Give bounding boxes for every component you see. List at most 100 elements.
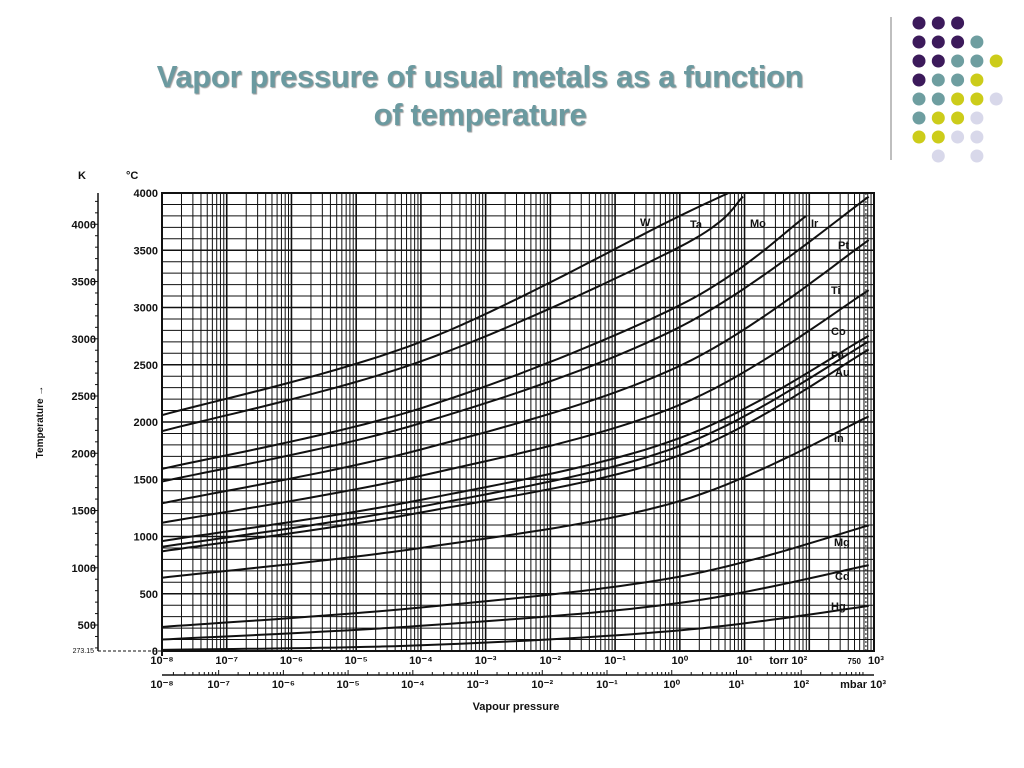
kelvin-unit-label: K <box>78 170 86 182</box>
series-label-ta: Ta <box>690 219 703 231</box>
decor-dot <box>931 149 945 163</box>
decor-dot <box>951 130 965 144</box>
torr-tick-label: 10³ <box>868 655 884 667</box>
decor-dot <box>931 111 945 125</box>
torr-tick-label: 10⁻³ <box>475 655 497 667</box>
decor-dot <box>989 92 1003 106</box>
slide-title: Vapor pressure of usual metals as a func… <box>60 58 900 134</box>
kelvin-tick-label: 4000 <box>72 219 96 231</box>
kelvin-tick-label: 1000 <box>72 563 96 575</box>
series-label-au: Au <box>835 367 850 379</box>
series-line-in <box>162 415 870 579</box>
decor-dot <box>951 92 965 106</box>
series-label-w: W <box>640 217 651 229</box>
decor-dot <box>970 92 984 106</box>
decor-dot <box>970 130 984 144</box>
decor-dot <box>951 16 965 30</box>
decor-dot <box>931 16 945 30</box>
decor-dot <box>951 73 965 87</box>
celsius-tick-label: 1500 <box>134 474 158 486</box>
mbar-tick-label: 10⁰ <box>663 679 680 691</box>
torr-tick-label: 10⁻⁷ <box>215 655 238 667</box>
series-line-w <box>162 193 732 417</box>
decor-dot <box>970 35 984 49</box>
torr-tick-label: 10⁻¹ <box>604 655 626 667</box>
chart-series <box>162 193 870 651</box>
series-line-ti <box>162 289 870 524</box>
mbar-tick-label: 10⁻³ <box>467 679 489 691</box>
dot-decoration <box>890 16 1003 163</box>
decor-dot <box>970 73 984 87</box>
series-line-pt <box>162 239 870 505</box>
mbar-tick-label: 10⁻¹ <box>596 679 618 691</box>
series-label-mg: Mg <box>834 537 850 549</box>
celsius-unit-label: °C <box>126 170 138 182</box>
mbar-tick-label: 10¹ <box>729 679 745 691</box>
series-label-cd: Cd <box>835 571 850 583</box>
kelvin-tick-label: 3000 <box>72 334 96 346</box>
celsius-tick-label: 3000 <box>134 303 158 315</box>
decor-dot <box>970 149 984 163</box>
series-line-cd <box>162 564 869 641</box>
mbar-tick-label: 10⁻⁴ <box>401 679 424 691</box>
celsius-tick-label: 2500 <box>134 360 158 372</box>
series-label-in: In <box>834 433 844 445</box>
series-label-hg: Hg <box>831 601 846 613</box>
series-label-ir: Ir <box>811 218 819 230</box>
mbar-tick-label: 10⁻² <box>531 679 553 691</box>
decor-dot <box>951 35 965 49</box>
decor-dot <box>970 54 984 68</box>
kelvin-tick-label: 2500 <box>72 391 96 403</box>
chart-labels: W Ta Mo Ir Pt Ti Co Fe Au In Mg Cd Hg <box>640 217 850 613</box>
chart-grid <box>161 192 875 652</box>
decor-dot <box>931 73 945 87</box>
kelvin-tick-label: 3500 <box>72 277 96 289</box>
mbar-tick-label: mbar 10³ <box>840 679 886 691</box>
decor-dot <box>970 111 984 125</box>
series-line-au <box>162 348 870 553</box>
decor-dot <box>931 54 945 68</box>
slide-title-line-1: Vapor pressure of usual metals as a func… <box>156 59 804 94</box>
torr-tick-label: 10⁰ <box>671 655 688 667</box>
kelvin-tick-label: 2000 <box>72 448 96 460</box>
mbar-tick-label: 10² <box>793 679 809 691</box>
chart-axes: 0 500 1000 1500 2000 2500 3000 3500 4000 °C 500 100… <box>35 170 886 713</box>
celsius-tick-label: 2000 <box>134 417 158 429</box>
decor-dot <box>951 54 965 68</box>
mbar-tick-label: 10⁻⁶ <box>272 679 295 691</box>
celsius-tick-label: 0 <box>152 646 158 658</box>
decor-dot <box>912 111 926 125</box>
torr-tick-label: 10¹ <box>737 655 753 667</box>
celsius-tick-label: 500 <box>140 589 158 601</box>
series-label-co: Co <box>831 326 846 338</box>
decor-dot <box>912 130 926 144</box>
torr-tick-label: torr 10² <box>769 655 807 667</box>
series-label-ti: Ti <box>831 285 841 297</box>
decor-dot <box>931 35 945 49</box>
celsius-tick-label: 3500 <box>134 245 158 257</box>
decor-dot <box>931 92 945 106</box>
decor-dot <box>912 35 926 49</box>
celsius-tick-label: 1000 <box>134 532 158 544</box>
series-line-ir <box>162 195 870 483</box>
torr-tick-label: 10⁻⁴ <box>409 655 432 667</box>
series-line-co <box>162 334 870 543</box>
x-axis-label: Vapour pressure <box>473 701 560 713</box>
series-label-pt: Pt <box>838 240 849 252</box>
slide-title-line-2: of temperature <box>373 97 587 132</box>
decor-dot <box>912 16 926 30</box>
torr-tick-label: 10⁻⁶ <box>280 655 303 667</box>
y-axis-label: Temperature → <box>35 386 46 459</box>
kelvin-tick-label: 1500 <box>72 506 96 518</box>
torr-tick-label: 10⁻⁸ <box>150 655 173 667</box>
kelvin-zero-label: 273.15 <box>73 648 95 655</box>
kelvin-tick-label: 500 <box>78 620 96 632</box>
decor-dot <box>989 54 1003 68</box>
celsius-tick-label: 4000 <box>134 188 158 200</box>
decor-dot <box>912 73 926 87</box>
mbar-tick-label: 10⁻⁷ <box>207 679 230 691</box>
torr-tick-label: 10⁻² <box>540 655 562 667</box>
series-label-mo: Mo <box>750 218 766 230</box>
series-label-fe: Fe <box>831 350 844 362</box>
